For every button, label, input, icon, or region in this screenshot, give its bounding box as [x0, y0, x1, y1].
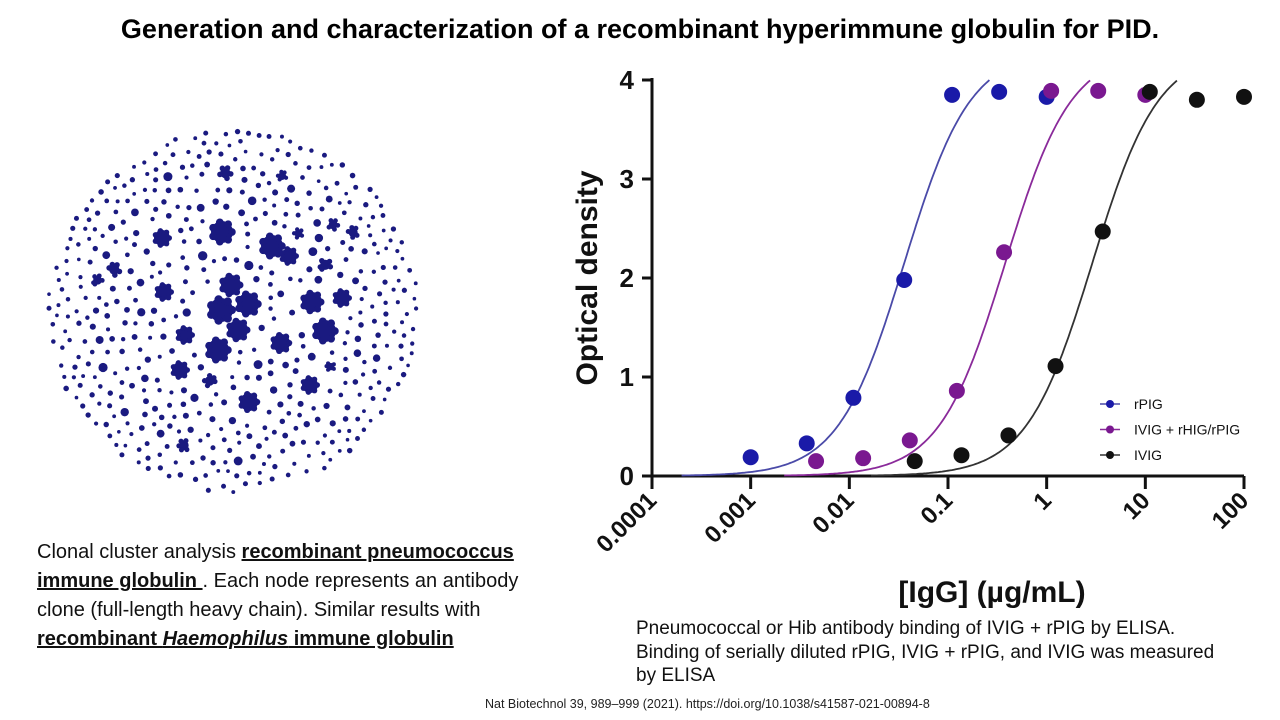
- y-tick-label: 0: [620, 461, 634, 491]
- data-point: [1188, 91, 1205, 108]
- y-axis-title: Optical density: [571, 170, 604, 385]
- x-tick-label: 1: [1028, 487, 1057, 516]
- chart-caption: Pneumococcal or Hib antibody binding of …: [636, 618, 1215, 686]
- legend-label: rPIG: [1134, 396, 1163, 412]
- x-tick-label: 0.001: [699, 487, 761, 549]
- rhig-term[interactable]: recombinant Haemophilus immune globulin: [37, 628, 454, 650]
- x-tick-label: 100: [1207, 487, 1254, 534]
- caption-text: . Each node represents an antibody clone…: [37, 570, 519, 621]
- data-point: [944, 86, 961, 103]
- legend-marker: [1106, 425, 1114, 434]
- x-tick-label: 10: [1118, 487, 1156, 525]
- y-tick-label: 1: [620, 362, 634, 392]
- network-nodes: [46, 128, 419, 494]
- legend-marker: [1106, 451, 1114, 459]
- x-tick-label: 0.0001: [591, 487, 662, 558]
- data-point: [1141, 83, 1158, 100]
- fit-curve-1: [784, 79, 1091, 477]
- data-point: [1043, 82, 1060, 99]
- fit-curve-2: [871, 79, 1178, 477]
- data-point: [901, 432, 918, 449]
- data-point: [1090, 82, 1107, 99]
- y-tick-label: 3: [620, 164, 634, 194]
- data-point: [808, 453, 825, 470]
- x-tick-label: 0.1: [916, 487, 959, 530]
- data-point: [798, 435, 815, 452]
- fit-curve-0: [681, 79, 991, 477]
- data-point: [991, 83, 1008, 100]
- data-point: [896, 271, 913, 288]
- data-point: [953, 447, 970, 464]
- data-point: [996, 244, 1013, 261]
- y-tick-label: 4: [620, 65, 635, 95]
- data-point: [1047, 358, 1064, 375]
- data-point: [906, 453, 923, 470]
- rpig-term[interactable]: recombinant pneumococcus immune globulin: [37, 541, 514, 592]
- legend-marker: [1106, 400, 1114, 408]
- legend-label: IVIG + rHIG/rPIG: [1134, 422, 1240, 438]
- legend-label: IVIG: [1134, 447, 1162, 463]
- data-point: [855, 450, 872, 467]
- x-tick-label: 0.01: [807, 487, 859, 539]
- slide-title: Generation and characterization of a rec…: [120, 14, 1160, 44]
- network-caption: Clonal cluster analysis recombinant pneu…: [37, 538, 522, 688]
- data-point: [1236, 88, 1252, 105]
- data-point: [1000, 427, 1017, 444]
- citation: Nat Biotechnol 39, 989–999 (2021). https…: [485, 697, 930, 711]
- y-tick-label: 2: [620, 263, 634, 293]
- caption-text: Clonal cluster analysis: [37, 541, 242, 563]
- data-point: [1094, 223, 1111, 240]
- data-point: [742, 449, 759, 466]
- x-axis-title: [IgG] (µg/mL): [898, 576, 1085, 609]
- data-point: [948, 382, 965, 399]
- data-point: [845, 389, 862, 406]
